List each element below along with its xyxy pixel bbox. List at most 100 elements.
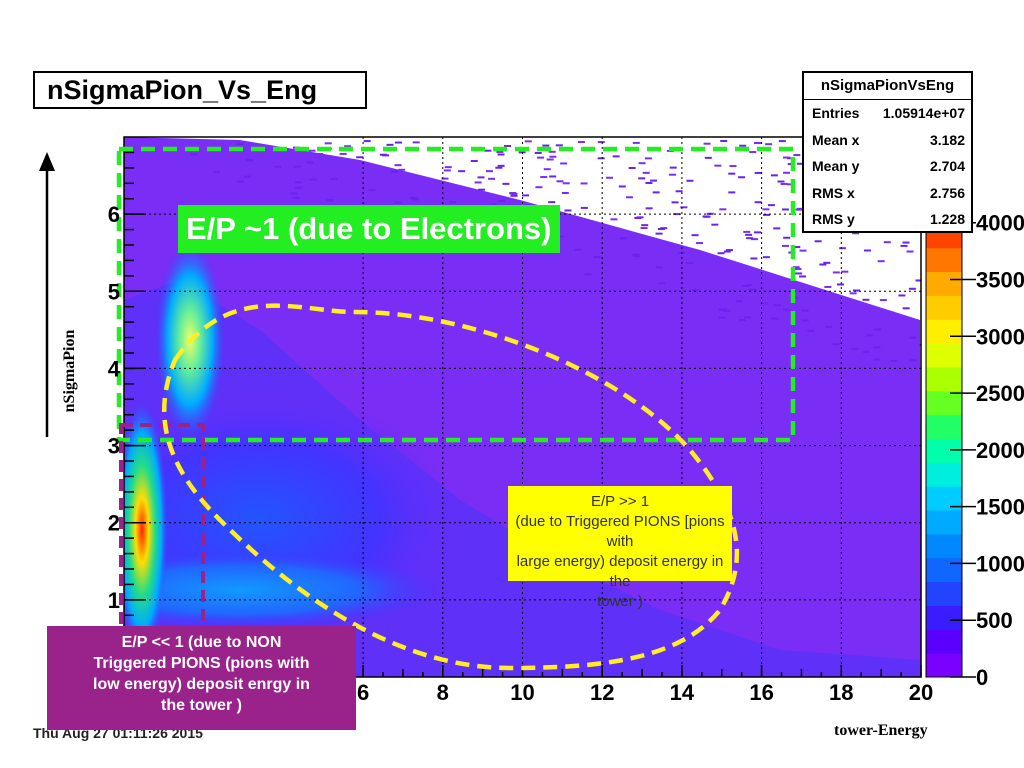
speckle-cell	[795, 272, 803, 275]
speckle-cell	[306, 161, 314, 164]
speckle-cell	[783, 308, 791, 311]
colorbar-segment	[926, 271, 962, 296]
speckle-cell	[771, 317, 779, 320]
speckle-cell	[496, 203, 504, 206]
speckle-cell	[543, 168, 551, 171]
speckle-cell	[786, 183, 794, 186]
band-glow	[124, 550, 440, 630]
speckle-cell	[668, 173, 676, 176]
speckle-cell	[645, 207, 653, 210]
speckle-cell	[673, 213, 681, 216]
x-tick-label: 14	[670, 680, 695, 705]
colorbar-segment	[926, 629, 962, 654]
speckle-cell	[546, 158, 554, 161]
speckle-cell	[781, 244, 789, 247]
speckle-cell	[394, 164, 402, 167]
speckle-cell	[836, 283, 844, 286]
stats-value: 2.704	[929, 158, 965, 174]
speckle-cell	[574, 248, 582, 251]
non-triggered-pions-annotation: E/P << 1 (due to NON Triggered PIONS (pi…	[47, 626, 356, 730]
speckle-cell	[254, 154, 262, 157]
speckle-cell	[356, 156, 364, 159]
speckle-cell	[610, 218, 618, 221]
speckle-cell	[606, 176, 614, 179]
speckle-cell	[534, 151, 542, 154]
speckle-cell	[749, 151, 757, 154]
triggered-region-ellipse	[161, 303, 740, 671]
speckle-cell	[496, 150, 504, 153]
speckle-cell	[326, 199, 334, 202]
speckle-cell	[890, 359, 898, 362]
speckle-cell	[363, 165, 371, 168]
speckle-cell	[793, 154, 801, 157]
speckle-cell	[540, 176, 548, 179]
speckle-cell	[906, 250, 914, 253]
speckle-cell	[290, 192, 298, 195]
speckle-cell	[548, 201, 556, 204]
speckle-cell	[763, 213, 771, 216]
speckle-cell	[236, 180, 244, 183]
speckle-cell	[218, 144, 226, 147]
speckle-cell	[618, 185, 626, 188]
speckle-cell	[497, 153, 505, 156]
speckle-cell	[819, 263, 827, 266]
speckle-cell	[562, 234, 570, 237]
y-axis-arrow-head	[39, 152, 55, 171]
speckle-cell	[555, 144, 563, 147]
stats-row: RMS x 2.756	[804, 180, 971, 207]
speckle-cell	[781, 208, 789, 211]
speckle-cell	[793, 246, 801, 249]
colorbar-tick-label: 0	[976, 665, 988, 690]
speckle-cell	[849, 292, 857, 295]
speckle-cell	[599, 285, 607, 288]
speckle-cell	[330, 178, 338, 181]
speckle-cell	[560, 162, 568, 165]
speckle-cell	[677, 251, 685, 254]
speckle-cell	[918, 344, 921, 347]
stats-key: RMS y	[812, 211, 855, 227]
speckle-cell	[792, 266, 800, 269]
speckle-cell	[669, 166, 677, 169]
speckle-cell	[704, 156, 712, 159]
stats-row: Mean y 2.704	[804, 153, 971, 180]
annotation-line: large energy) deposit energy in the	[516, 553, 724, 590]
colorbar-tick-label: 500	[976, 608, 1013, 633]
speckle-cell	[835, 324, 843, 327]
speckle-cell	[767, 204, 775, 207]
y-tick-label: 5	[108, 279, 120, 304]
x-tick-label: 16	[749, 680, 773, 705]
speckle-cell	[795, 208, 803, 211]
speckle-cell	[612, 155, 620, 158]
speckle-cell	[915, 279, 921, 282]
speckle-cell	[723, 250, 731, 253]
speckle-cell	[839, 247, 847, 250]
stats-value: 2.756	[929, 184, 965, 201]
speckle-cell	[294, 186, 302, 189]
x-axis-label: tower-Energy	[834, 722, 928, 739]
speckle-cell	[386, 143, 394, 146]
speckle-cell	[227, 175, 235, 178]
speckle-cell	[717, 252, 725, 255]
speckle-cell	[309, 178, 317, 181]
speckle-cell	[744, 316, 752, 319]
speckle-cell	[556, 180, 564, 183]
speckle-cell	[718, 316, 726, 319]
speckle-cell	[902, 307, 910, 310]
speckle-cell	[542, 144, 550, 147]
speckle-cell	[336, 173, 344, 176]
speckle-cell	[391, 170, 399, 173]
speckle-cell	[762, 256, 770, 259]
electron-region-box	[116, 146, 796, 443]
speckle-cell	[633, 255, 641, 258]
speckle-cell	[864, 309, 872, 312]
speckle-cell	[239, 175, 247, 178]
speckle-cell	[753, 270, 761, 273]
speckle-cell	[806, 335, 814, 338]
speckle-cell	[190, 153, 198, 156]
speckle-cell	[293, 165, 301, 168]
speckle-cell	[762, 208, 770, 211]
colorbar-tick-label: 1000	[976, 551, 1024, 576]
speckle-cell	[368, 189, 376, 192]
speckle-cell	[564, 209, 572, 212]
stats-value: 3.182	[929, 131, 965, 148]
